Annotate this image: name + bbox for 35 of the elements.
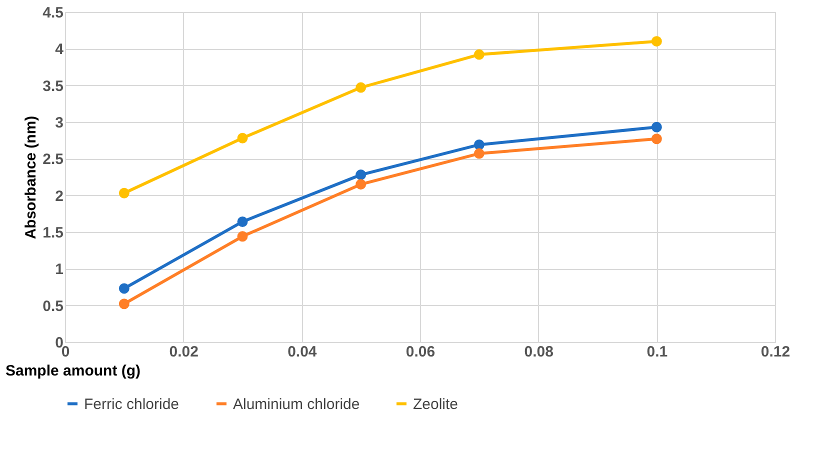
x-tick-label: 0.12 [760, 344, 790, 360]
x-tick-label: 0.1 [646, 344, 668, 360]
x-tick-label: 0.06 [406, 344, 436, 360]
point [651, 122, 662, 132]
y-tick-label: 4 [55, 41, 64, 58]
y-tick-label: 3.5 [42, 78, 64, 95]
point [474, 148, 484, 159]
point [237, 216, 248, 227]
legend-label: Ferric chloride [84, 396, 180, 413]
y-tick-label: 0.5 [42, 298, 64, 315]
y-tick-label: 2.5 [42, 151, 64, 168]
y-tick-label: 2 [55, 188, 64, 205]
point [237, 231, 248, 242]
legend-label: Aluminium chloride [233, 396, 360, 413]
y-tick-label: 1.5 [42, 224, 64, 242]
point [118, 283, 130, 294]
point [356, 179, 366, 190]
x-tick-label: 0.08 [524, 344, 554, 360]
point [118, 188, 130, 198]
y-axis-title: Absorbance (nm) [22, 116, 40, 240]
y-tick-label: 3 [55, 114, 64, 132]
point [474, 49, 484, 60]
point [651, 134, 662, 144]
x-axis-title: Sample amount (g) [6, 362, 141, 380]
point [651, 36, 662, 47]
point [474, 140, 484, 150]
point [356, 170, 366, 180]
y-tick-label: 4.5 [42, 4, 64, 22]
legend-label: Zeolite [413, 396, 458, 413]
x-tick-label: 0.04 [288, 344, 318, 360]
point [237, 132, 248, 144]
point [356, 82, 366, 93]
y-tick-label: 1 [55, 261, 64, 278]
x-tick-label: 0.02 [169, 344, 198, 360]
point [118, 298, 130, 310]
